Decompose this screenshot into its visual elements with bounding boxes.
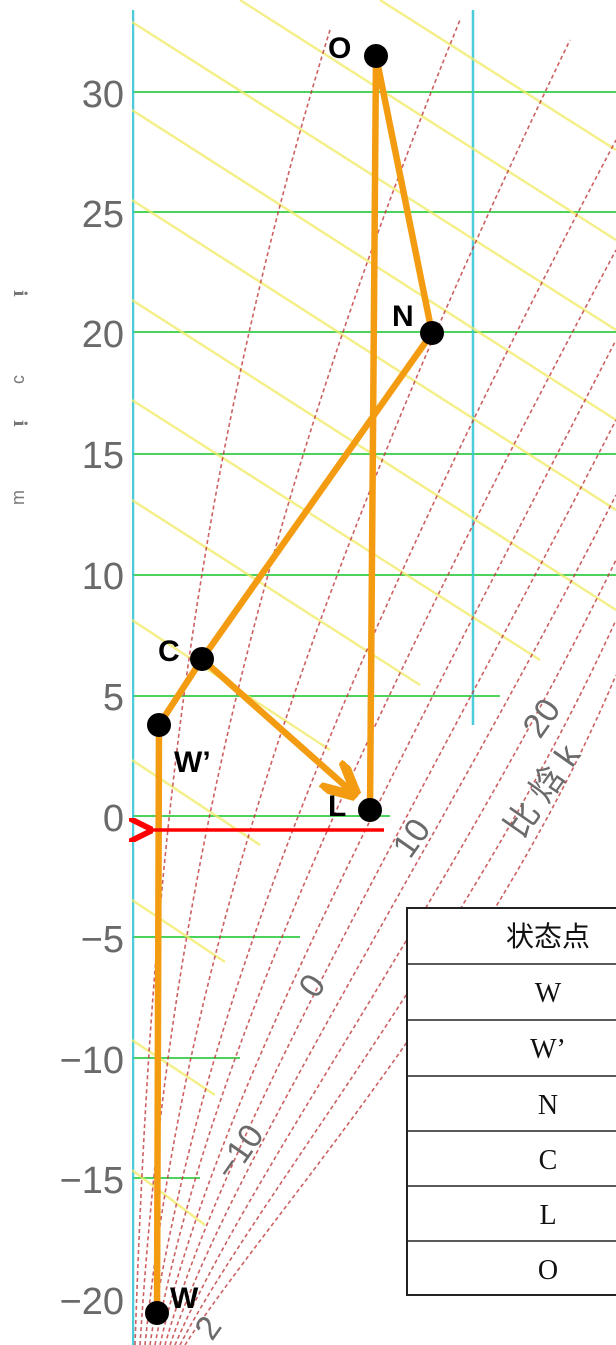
axis-title-fragment: ɯ <box>10 490 30 505</box>
enthalpy-line <box>380 0 616 150</box>
point-label-w: W <box>170 1282 199 1315</box>
y-tick-label: 25 <box>82 194 124 236</box>
enthalpy-label: 0 <box>291 967 333 1004</box>
point-c <box>190 647 214 671</box>
y-tick-label: 20 <box>82 314 124 356</box>
y-tick-label: −5 <box>81 919 124 961</box>
axis-title-fragment: ℹ <box>10 420 30 427</box>
enthalpy-axis-caption: 比 焓 k <box>497 737 588 845</box>
point-o <box>364 44 388 68</box>
point-w-prime <box>147 713 171 737</box>
y-tick-label: −20 <box>60 1281 124 1323</box>
table-cell: N <box>538 1090 558 1121</box>
y-tick-label: 10 <box>82 556 124 598</box>
table-cell: W’ <box>530 1034 566 1065</box>
table-header: 状态点 <box>506 921 590 953</box>
point-label-c: C <box>158 635 180 668</box>
line-n-to-o <box>376 56 432 333</box>
process-lines <box>157 56 432 1313</box>
y-tick-label: −10 <box>60 1040 124 1082</box>
enthalpy-label: −10 <box>207 1118 271 1187</box>
table-frame <box>407 908 616 1295</box>
point-w <box>145 1301 169 1325</box>
line-c-to-n <box>202 333 432 659</box>
y-tick-label: −15 <box>60 1160 124 1202</box>
table-cell: C <box>539 1145 558 1176</box>
enthalpy-line <box>132 1040 215 1095</box>
enthalpy-label: 10 <box>385 812 438 865</box>
enthalpy-line <box>132 900 225 962</box>
y-tick-label: 15 <box>82 435 124 477</box>
axis-title-fragment: ɔ <box>10 375 30 384</box>
point-label-w-prime: W’ <box>174 746 211 779</box>
line-w-to-w-prime <box>157 725 159 1313</box>
table-cell: W <box>535 978 562 1009</box>
table-cell: O <box>538 1255 558 1286</box>
state-point-table: 状态点 W W’ N C L O <box>407 908 616 1295</box>
point-label-o: O <box>328 32 351 65</box>
y-tick-label: 0 <box>103 798 124 840</box>
y-tick-label: 30 <box>82 74 124 116</box>
enthalpy-line <box>240 0 616 240</box>
axis-title-fragment: ℹ <box>10 290 30 297</box>
y-axis-title-fragments: ℹ ɔ ℹ ɯ <box>10 290 30 505</box>
point-l <box>358 798 382 822</box>
y-axis-ticks: 30 25 20 15 10 5 0 −5 −10 −15 −20 <box>60 74 124 1323</box>
point-label-l: L <box>328 790 346 823</box>
arrow-c-to-l <box>202 659 352 792</box>
table-cell: L <box>539 1200 556 1231</box>
point-label-n: N <box>392 300 414 333</box>
enthalpy-line <box>132 400 540 660</box>
point-n <box>420 321 444 345</box>
y-tick-label: 5 <box>103 677 124 719</box>
